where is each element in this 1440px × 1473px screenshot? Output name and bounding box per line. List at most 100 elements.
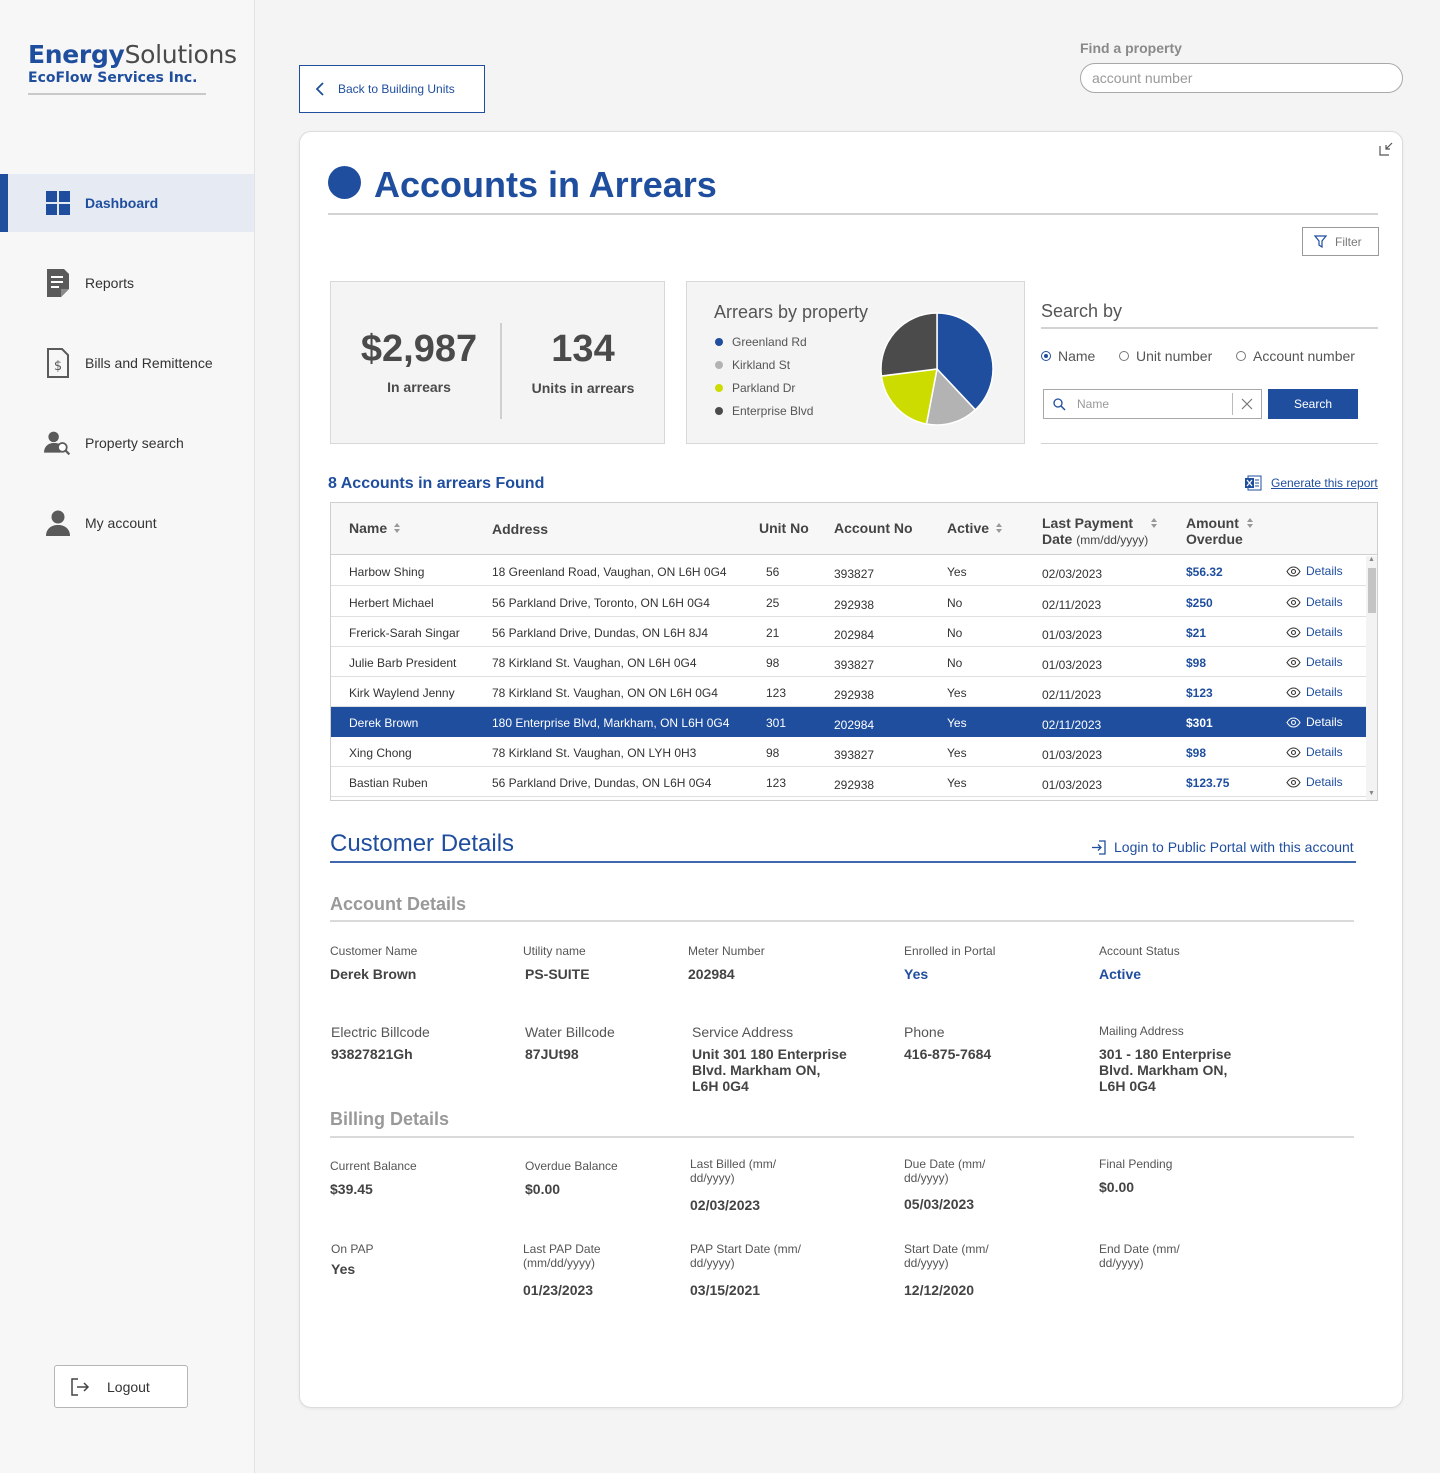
nav-item-reports[interactable]: Reports — [0, 254, 254, 312]
table-scrollbar[interactable]: ▲ ▼ — [1366, 556, 1377, 800]
field-label: Phone — [904, 1024, 945, 1040]
find-property-input[interactable] — [1080, 63, 1403, 93]
details-link[interactable]: Details — [1286, 685, 1343, 699]
cell-active: Yes — [947, 716, 967, 730]
legend-label: Kirkland St — [732, 358, 791, 372]
arrears-amount-label: In arrears — [387, 379, 451, 395]
cell-active: No — [947, 626, 963, 640]
table-row[interactable]: Frerick-Sarah Singar 56 Parkland Drive, D… — [331, 617, 1366, 647]
water-billcode-value: 87JUt98 — [525, 1046, 579, 1062]
cell-active: Yes — [947, 565, 967, 579]
table-row[interactable]: Bastian Ruben 56 Parkland Drive, Dundas, … — [331, 767, 1366, 797]
details-link[interactable]: Details — [1286, 745, 1343, 759]
details-link[interactable]: Details — [1286, 625, 1343, 639]
field-label: On PAP — [331, 1242, 374, 1256]
legend-swatch — [715, 407, 723, 415]
nav-item-dashboard[interactable]: Dashboard — [0, 174, 254, 232]
account-details-divider — [330, 920, 1354, 922]
account-status-value: Active — [1099, 966, 1142, 982]
nav-item-my-account[interactable]: My account — [0, 494, 254, 552]
details-link[interactable]: Details — [1286, 775, 1343, 789]
cell-unit: 123 — [766, 776, 787, 790]
column-header-name[interactable]: Name — [349, 520, 401, 536]
reports-icon — [44, 269, 72, 297]
cell-amount: $21 — [1186, 626, 1207, 640]
table-row[interactable]: Julie Barb President 78 Kirkland St. Vaug… — [331, 647, 1366, 677]
scroll-thumb[interactable] — [1368, 568, 1376, 613]
label-line: dd/yyyy) — [690, 1171, 735, 1185]
back-to-building-units-button[interactable]: Back to Building Units — [299, 65, 485, 113]
mailing-address-value: 301 - 180 Enterprise Blvd. Markham ON, L6H… — [1099, 1046, 1231, 1094]
field-label: Electric Billcode — [331, 1024, 430, 1040]
column-header-active[interactable]: Active — [947, 520, 1003, 536]
column-header-label: Last Payment — [1042, 515, 1134, 531]
details-link[interactable]: Details — [1286, 655, 1343, 669]
units-count-label: Units in arrears — [531, 380, 635, 396]
electric-billcode-value: 93827821Gh — [331, 1046, 413, 1062]
field-label: Start Date (mm/dd/yyyy) — [904, 1242, 989, 1270]
legend-label: Greenland Rd — [732, 335, 807, 349]
address-line: Unit 301 180 Enterprise — [692, 1046, 847, 1062]
field-label: Last Billed (mm/dd/yyyy) — [690, 1157, 776, 1185]
current-balance-value: $39.45 — [330, 1181, 373, 1197]
nav-item-property-search[interactable]: Property search — [0, 414, 254, 472]
details-link[interactable]: Details — [1286, 564, 1343, 578]
scroll-up-icon[interactable]: ▲ — [1368, 556, 1375, 563]
column-header-amount[interactable]: Amount Overdue — [1186, 515, 1253, 547]
clear-search-button[interactable] — [1232, 393, 1260, 415]
column-header-last-payment[interactable]: Last Payment Date (mm/dd/yyyy) — [1042, 515, 1157, 548]
meter-number-value: 202984 — [688, 966, 735, 982]
start-date-value: 12/12/2020 — [904, 1282, 975, 1298]
cell-address: 78 Kirkland St. Vaughan, ON L6H 0G4 — [492, 656, 697, 670]
scroll-down-icon[interactable]: ▼ — [1368, 790, 1375, 797]
details-link[interactable]: Details — [1286, 715, 1343, 729]
cell-date: 01/03/2023 — [1042, 748, 1103, 762]
filter-button[interactable]: Filter — [1302, 227, 1379, 256]
column-header-unit: Unit No — [759, 520, 809, 536]
cell-address: 78 Kirkland St. Vaughan, ON ON L6H 0G4 — [492, 686, 718, 700]
table-row[interactable]: Kirk Waylend Jenny 78 Kirkland St. Vaugha… — [331, 677, 1366, 707]
table-row[interactable]: Derek Brown 180 Enterprise Blvd, Markham,… — [331, 707, 1366, 737]
generate-report-link[interactable]: Generate this report — [1244, 475, 1378, 491]
login-public-portal-link[interactable]: Login to Public Portal with this account — [1091, 839, 1354, 855]
table-row[interactable]: Xing Chong 78 Kirkland St. Vaughan, ON LY… — [331, 737, 1366, 767]
column-header-label: Amount — [1186, 515, 1239, 531]
cell-unit: 123 — [766, 686, 787, 700]
radio-unit-number[interactable]: Unit number — [1119, 348, 1212, 364]
address-line: L6H 0G4 — [692, 1078, 749, 1094]
cell-name: Frerick-Sarah Singar — [349, 626, 460, 640]
nav-label: Dashboard — [85, 195, 159, 211]
logout-button[interactable]: Logout — [54, 1365, 188, 1408]
generate-report-label: Generate this report — [1271, 476, 1378, 490]
excel-icon — [1245, 475, 1262, 491]
address-line: 301 - 180 Enterprise — [1099, 1046, 1232, 1062]
table-row[interactable]: Herbert Michael 56 Parkland Drive, Toront… — [331, 587, 1366, 617]
cell-account: 393827 — [834, 748, 875, 762]
portal-link-label: Login to Public Portal with this account — [1114, 839, 1354, 855]
nav-item-bills[interactable]: $ Bills and Remittence — [0, 334, 254, 392]
company-name: EcoFlow Services Inc. — [28, 70, 198, 86]
cell-account: 292938 — [834, 778, 875, 792]
last-billed-value: 02/03/2023 — [690, 1197, 761, 1213]
field-label: Last PAP Date (mm/dd/yyyy) — [523, 1242, 601, 1270]
address-line: Blvd. Markham ON, — [1099, 1062, 1228, 1078]
details-label: Details — [1306, 685, 1343, 699]
pie-chart — [880, 312, 994, 426]
search-button[interactable]: Search — [1268, 389, 1358, 419]
cell-account: 202984 — [834, 628, 875, 642]
back-label: Back to Building Units — [338, 82, 455, 96]
table-row[interactable]: Harbow Shing 18 Greenland Road, Vaughan, … — [331, 556, 1366, 586]
label-line: Start Date (mm/ — [904, 1242, 989, 1256]
name-search-input[interactable] — [1077, 395, 1227, 413]
collapse-icon[interactable] — [1378, 141, 1394, 157]
cell-date: 01/03/2023 — [1042, 658, 1103, 672]
sort-icon — [1151, 518, 1157, 528]
legend-swatch — [715, 361, 723, 369]
field-label: Mailing Address — [1099, 1024, 1184, 1038]
cell-name: Xing Chong — [349, 746, 412, 760]
radio-account-number[interactable]: Account number — [1236, 348, 1355, 364]
logo-divider — [28, 93, 206, 95]
details-link[interactable]: Details — [1286, 595, 1343, 609]
radio-name[interactable]: Name — [1041, 348, 1095, 364]
cell-unit: 98 — [766, 656, 780, 670]
